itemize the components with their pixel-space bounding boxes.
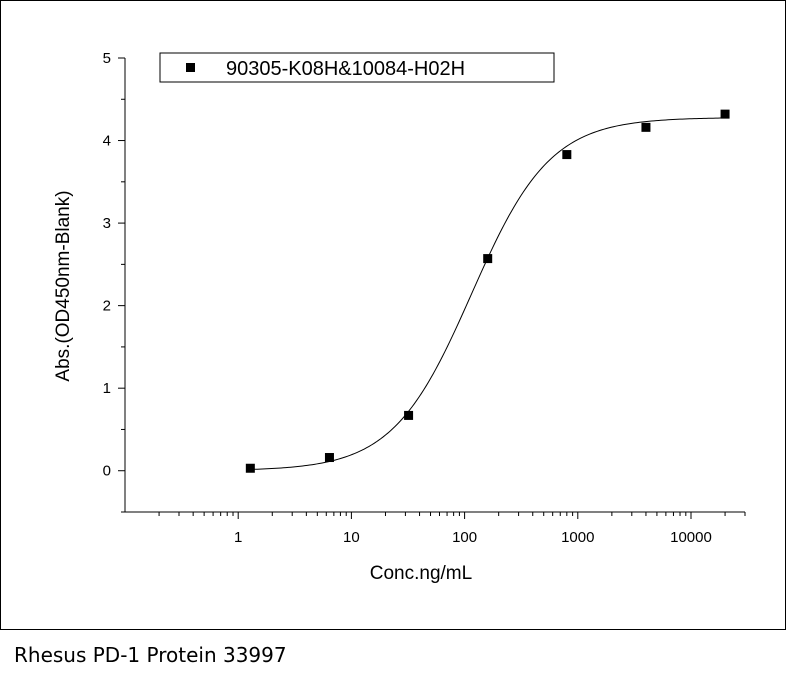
fit-curve-layer: [250, 117, 726, 470]
x-axis-label: Conc.ng/mL: [370, 563, 472, 584]
data-point: [324, 453, 334, 463]
x-tick-label: 100: [452, 529, 477, 546]
figure-caption: Rhesus PD-1 Protein 33997: [14, 643, 287, 667]
legend-marker: [186, 63, 195, 72]
y-tick-label: 0: [103, 463, 111, 480]
data-point: [245, 463, 255, 473]
chart: 1 10 100 1000 10000 0 1 2 3 4 5 90305-K08H&10084-H…: [53, 50, 746, 584]
legend: 90305-K08H&10084-H02H: [159, 52, 555, 83]
legend-label: 90305-K08H&10084-H02H: [226, 58, 465, 80]
fit-curve: [250, 117, 726, 470]
axes: 1 10 100 1000 10000 0 1 2 3 4 5: [103, 50, 746, 546]
y-tick-label: 2: [103, 298, 111, 315]
x-tick-label: 10: [343, 529, 360, 546]
y-axis-label: Abs.(OD450nm-Blank): [53, 190, 74, 381]
x-tick-label: 10000: [670, 529, 712, 546]
y-tick-label: 5: [103, 50, 111, 67]
data-point: [562, 150, 572, 160]
data-point: [404, 410, 414, 420]
y-tick-label: 4: [103, 133, 111, 150]
y-tick-label: 3: [103, 215, 111, 232]
chart-frame: [0, 0, 786, 630]
y-tick-label: 1: [103, 380, 111, 397]
legend-box: [159, 52, 555, 83]
data-point: [720, 109, 730, 119]
data-point: [483, 254, 493, 264]
data-point: [641, 122, 651, 132]
x-tick-label: 1000: [561, 529, 594, 546]
data-points: [245, 109, 730, 473]
x-tick-label: 1: [234, 529, 242, 546]
